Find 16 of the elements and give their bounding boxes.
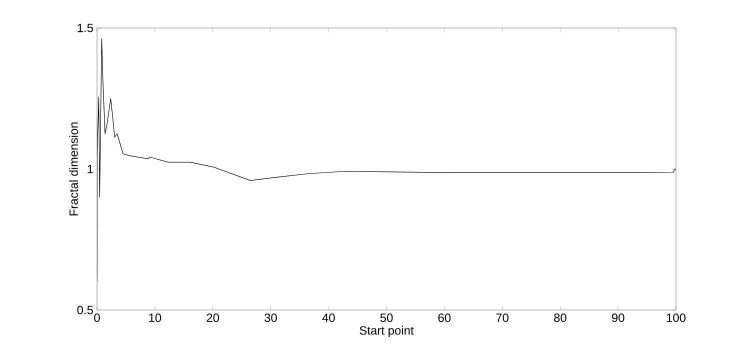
x-tick-label: 20: [206, 314, 220, 322]
x-axis-title: Start point: [360, 326, 414, 338]
x-tick-label: 70: [496, 314, 509, 322]
y-tick-label: 1: [88, 164, 93, 174]
y-tick-label: 0.5: [77, 306, 93, 314]
x-tick-label: 80: [554, 314, 566, 322]
x-tick-label: 60: [438, 314, 451, 322]
y-axis-title: Fractal dimension: [69, 122, 78, 216]
x-tick-label: 90: [612, 314, 624, 322]
y-tick-label: 1.5: [78, 24, 93, 32]
x-tick-label: 50: [380, 314, 393, 322]
x-tick-label: 0: [94, 314, 100, 322]
x-tick-label: 100: [666, 314, 686, 322]
x-tick-label: 10: [149, 314, 162, 322]
x-tick-label: 30: [264, 314, 277, 322]
x-tick-label: 40: [322, 314, 335, 322]
